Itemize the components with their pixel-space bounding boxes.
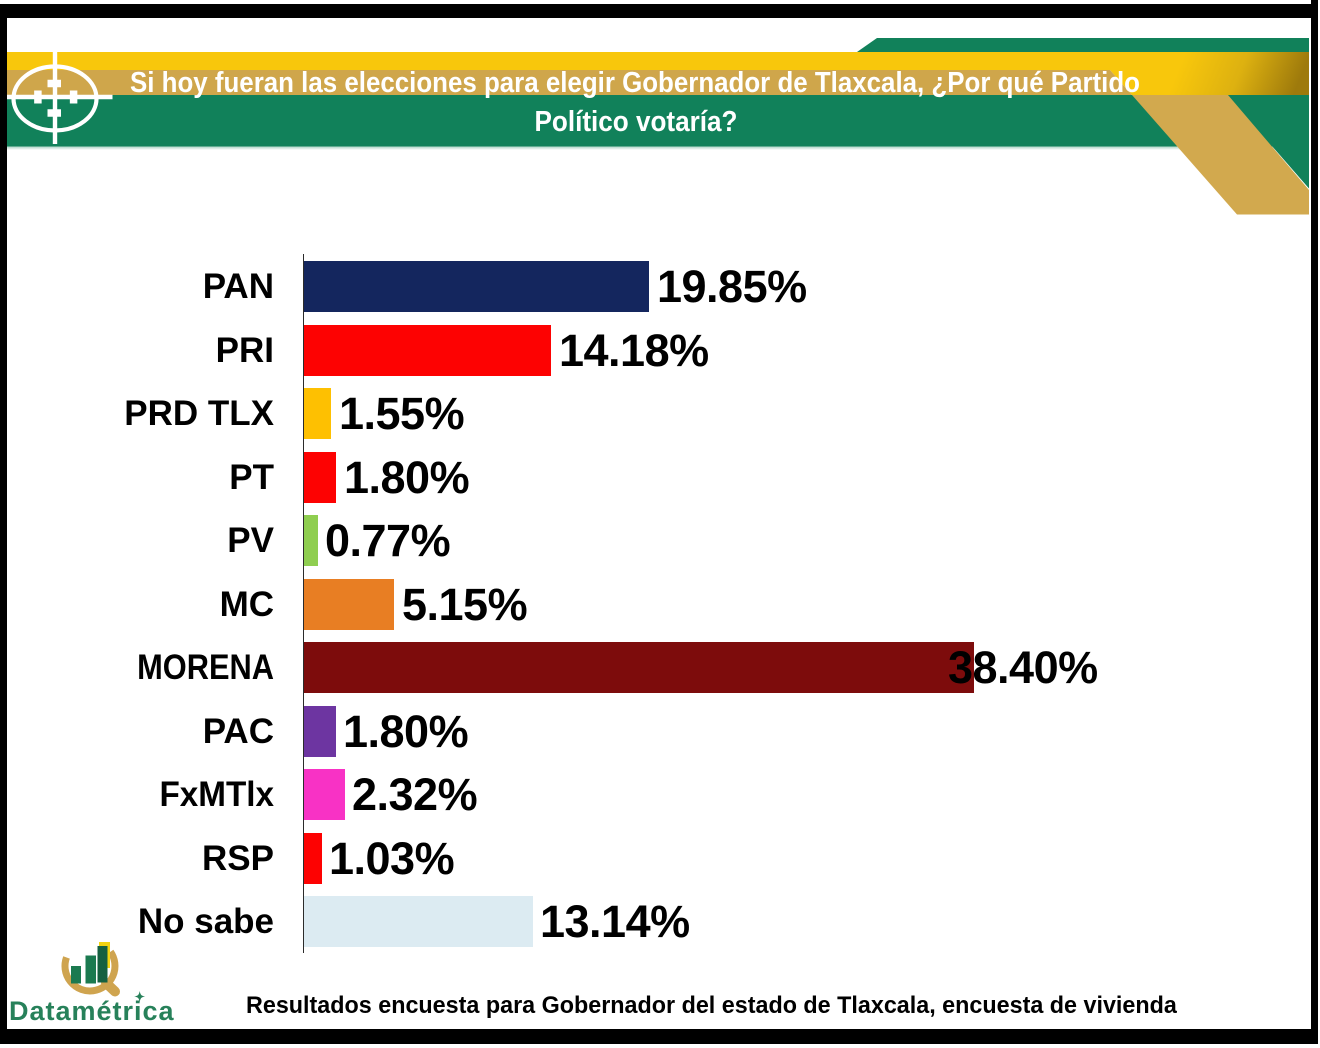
svg-text:Si hoy fueran las elecciones p: Si hoy fueran las elecciones para elegir… (130, 67, 1140, 99)
svg-text:Político votaría?: Político votaría? (535, 106, 738, 138)
